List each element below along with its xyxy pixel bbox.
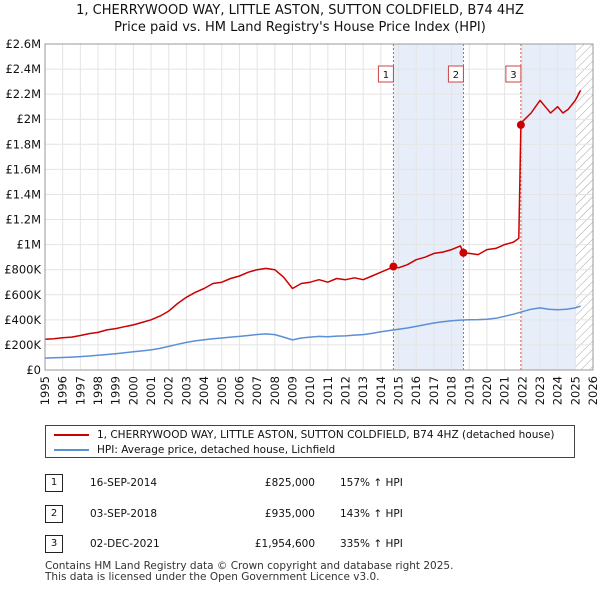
- transaction-number: 1: [45, 474, 63, 492]
- x-tick-label: 2017: [427, 376, 441, 405]
- x-tick-label: 2023: [533, 376, 547, 405]
- transaction-point: [459, 248, 468, 257]
- x-tick-label: 2018: [445, 376, 459, 405]
- x-tick-label: 2024: [551, 376, 565, 405]
- x-tick-label: 1998: [91, 376, 105, 405]
- x-tick-label: 2005: [215, 376, 229, 405]
- y-tick-label: £2.4M: [5, 62, 41, 76]
- plot-frame: [44, 43, 594, 371]
- x-tick-label: 2012: [339, 376, 353, 405]
- transaction-number: 2: [45, 505, 63, 523]
- transaction-price: £1,954,600: [254, 538, 315, 550]
- x-tick-label: 2015: [392, 376, 406, 405]
- transaction-hpi: 335% ↑ HPI: [340, 538, 403, 550]
- x-tick-label: 2011: [321, 376, 335, 405]
- x-tick-label: 2021: [498, 376, 512, 405]
- footer-licence: This data is licensed under the Open Gov…: [45, 571, 380, 583]
- x-tick-label: 2019: [462, 376, 476, 405]
- x-tick-label: 2008: [268, 376, 282, 405]
- price-chart: 1 2 3 £0 £200K £400K £600K £800K £1M £1.2M £1.4M £1…: [4, 37, 600, 405]
- x-tick-label: 2014: [374, 376, 388, 405]
- legend-swatch-hpi: [54, 449, 89, 451]
- transaction-price: £935,000: [264, 508, 315, 520]
- x-tick-label: 2004: [197, 376, 211, 405]
- x-tick-label: 2009: [285, 376, 299, 405]
- x-tick-label: 1995: [38, 376, 52, 405]
- x-tick-label: 2000: [126, 376, 140, 405]
- x-tick-label: 2013: [356, 376, 370, 405]
- x-tick-label: 2001: [144, 376, 158, 405]
- transaction-point: [516, 120, 525, 129]
- y-tick-label: £800K: [4, 263, 41, 277]
- forecast-hatch: [575, 44, 593, 370]
- chart-subtitle: Price paid vs. HM Land Registry's House …: [114, 20, 486, 35]
- y-tick-label: £1.6M: [5, 162, 41, 176]
- x-tick-label: 2025: [568, 376, 582, 405]
- y-tick-label: £0: [26, 363, 41, 377]
- transaction-number: 3: [45, 535, 63, 553]
- x-tick-label: 2003: [179, 376, 193, 405]
- transaction-marker-box: [377, 65, 394, 83]
- transaction-marker-box: [447, 65, 464, 83]
- legend: 1, CHERRYWOOD WAY, LITTLE ASTON, SUTTON …: [45, 425, 575, 458]
- transaction-date: 02-DEC-2021: [90, 538, 160, 550]
- property-series-line: [44, 90, 582, 341]
- y-tick-label: £2.2M: [5, 87, 41, 101]
- legend-item-property: 1, CHERRYWOOD WAY, LITTLE ASTON, SUTTON …: [54, 428, 554, 442]
- y-tick-label: £600K: [4, 288, 41, 302]
- y-tick-label: £2M: [16, 112, 41, 126]
- y-tick-label: £1.4M: [5, 187, 41, 201]
- transaction-marker-box: [505, 65, 522, 83]
- y-tick-label: £2.6M: [5, 37, 41, 51]
- transaction-price: £825,000: [264, 477, 315, 489]
- y-tick-label: £400K: [4, 313, 41, 327]
- legend-label-property: 1, CHERRYWOOD WAY, LITTLE ASTON, SUTTON …: [97, 429, 555, 441]
- shaded-period: [520, 44, 576, 370]
- transaction-hpi: 157% ↑ HPI: [340, 477, 403, 489]
- x-tick-label: 1996: [56, 376, 70, 405]
- x-tick-label: 2007: [250, 376, 264, 405]
- x-tick-label: 2016: [409, 376, 423, 405]
- transaction-point: [389, 262, 398, 271]
- x-tick-label: 2010: [303, 376, 317, 405]
- x-tick-label: 2026: [586, 376, 600, 405]
- y-tick-label: £1.2M: [5, 213, 41, 227]
- legend-label-hpi: HPI: Average price, detached house, Lich…: [97, 444, 336, 456]
- x-tick-label: 2020: [480, 376, 494, 405]
- footer: Contains HM Land Registry data © Crown c…: [45, 561, 453, 583]
- y-tick-label: £1.8M: [5, 137, 41, 151]
- x-tick-label: 2002: [162, 376, 176, 405]
- chart-title-block: 1, CHERRYWOOD WAY, LITTLE ASTON, SUTTON …: [0, 2, 600, 36]
- y-tick-label: £1M: [16, 238, 41, 252]
- x-tick-label: 2006: [232, 376, 246, 405]
- footer-copyright: Contains HM Land Registry data © Crown c…: [45, 560, 454, 572]
- transaction-date: 03-SEP-2018: [90, 508, 158, 520]
- transaction-marker-label: 2: [453, 70, 459, 81]
- plot-area: [45, 44, 593, 370]
- legend-item-hpi: HPI: Average price, detached house, Lich…: [54, 443, 335, 457]
- x-tick-label: 2022: [515, 376, 529, 405]
- transaction-hpi: 143% ↑ HPI: [340, 508, 403, 520]
- x-tick-label: 1999: [109, 376, 123, 405]
- transaction-date: 16-SEP-2014: [90, 477, 158, 489]
- y-tick-label: £200K: [4, 338, 41, 352]
- chart-title: 1, CHERRYWOOD WAY, LITTLE ASTON, SUTTON …: [76, 3, 524, 18]
- transaction-marker-label: 1: [383, 70, 389, 81]
- transaction-marker-label: 3: [510, 70, 516, 81]
- hpi-series-line: [44, 305, 581, 359]
- x-tick-label: 1997: [73, 376, 87, 405]
- legend-swatch-property: [54, 434, 89, 436]
